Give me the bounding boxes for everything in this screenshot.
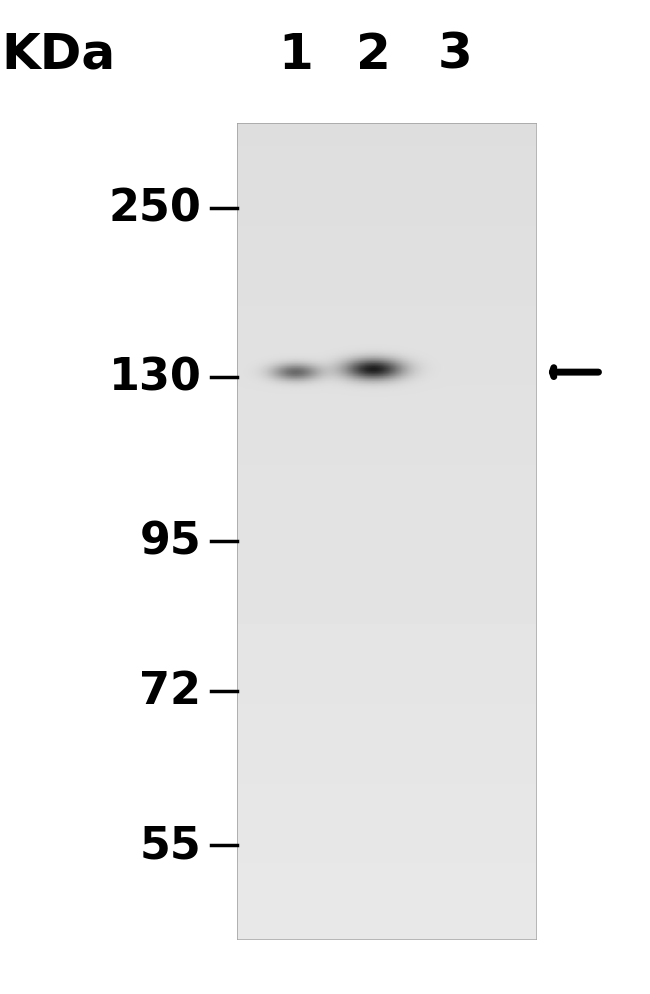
Text: 2: 2 [356,31,391,79]
Text: 72: 72 [140,669,202,713]
Text: 3: 3 [437,31,473,79]
Text: KDa: KDa [1,31,116,79]
Text: 55: 55 [140,823,202,867]
Text: 250: 250 [109,187,202,231]
Text: 95: 95 [140,520,202,564]
Text: 130: 130 [109,356,202,400]
Text: 1: 1 [278,31,313,79]
